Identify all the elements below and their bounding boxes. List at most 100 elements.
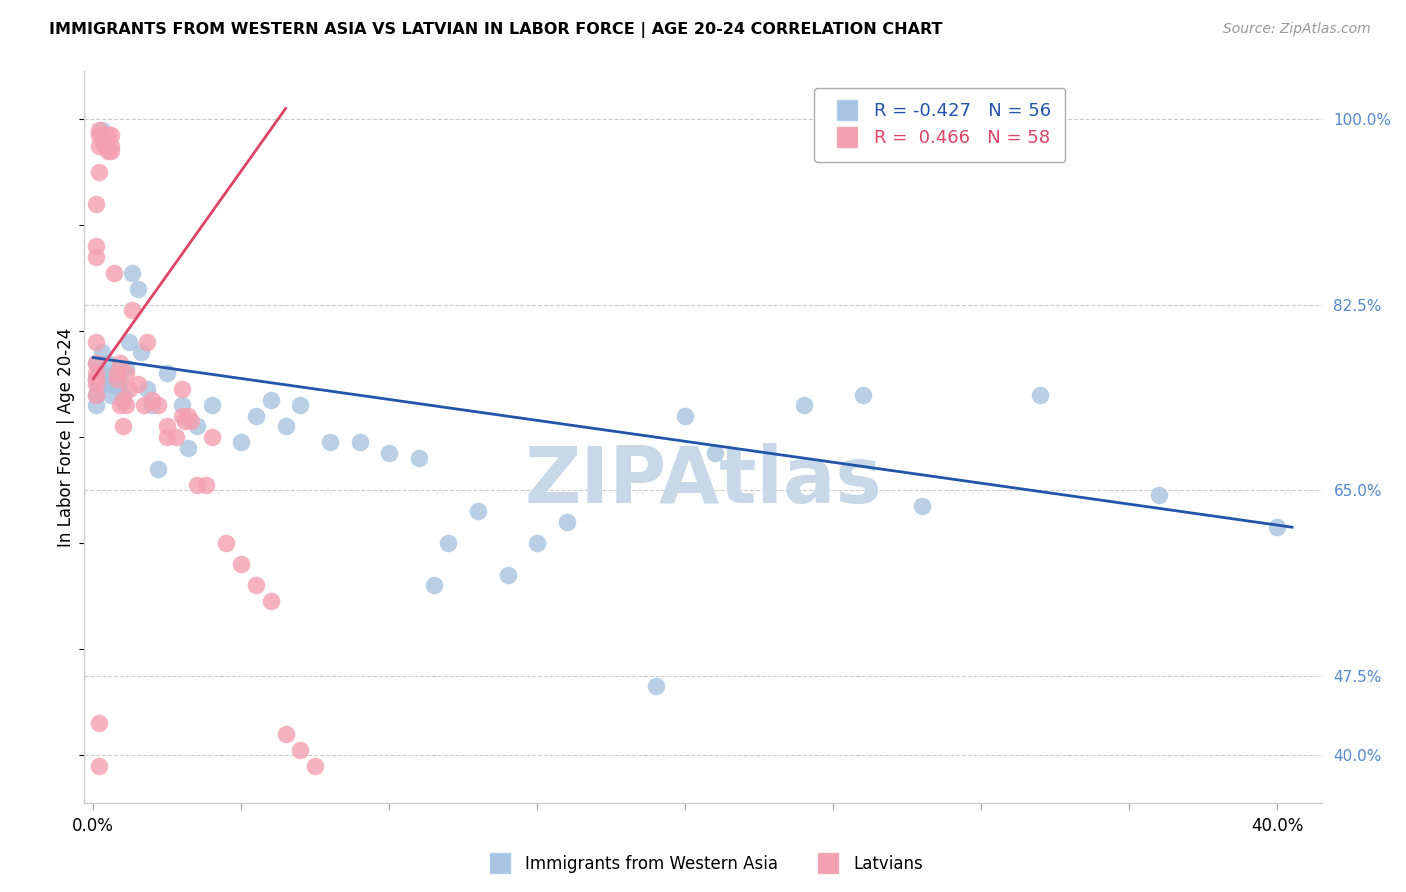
Point	[89, 128, 111, 142]
Point	[84, 387, 107, 401]
Point	[174, 414, 197, 428]
Point	[84, 372, 107, 386]
Point	[105, 372, 128, 386]
Point	[378, 446, 401, 460]
Point	[304, 758, 326, 772]
Point	[177, 441, 200, 455]
Point	[129, 345, 152, 359]
Point	[135, 334, 157, 349]
Point	[84, 372, 107, 386]
Point	[91, 345, 114, 359]
Point	[108, 398, 131, 412]
Point	[118, 334, 141, 349]
Point	[89, 367, 111, 381]
Point	[118, 383, 141, 397]
Point	[231, 558, 253, 572]
Point	[467, 504, 489, 518]
Point	[274, 419, 297, 434]
Point	[91, 128, 114, 142]
Point	[127, 377, 149, 392]
Point	[132, 398, 155, 412]
Text: ZIPAtlas: ZIPAtlas	[524, 443, 882, 519]
Point	[94, 138, 117, 153]
Point	[100, 144, 122, 158]
Point	[111, 392, 134, 407]
Point	[180, 414, 202, 428]
Point	[114, 398, 136, 412]
Point	[201, 430, 224, 444]
Point	[84, 356, 107, 370]
Point	[114, 367, 136, 381]
Point	[1147, 488, 1170, 502]
Point	[141, 392, 163, 407]
Point	[84, 356, 107, 370]
Point	[84, 367, 107, 381]
Point	[555, 515, 578, 529]
Point	[94, 133, 117, 147]
Point	[84, 334, 107, 349]
Point	[105, 367, 128, 381]
Point	[215, 536, 238, 550]
Point	[103, 367, 125, 381]
Point	[89, 716, 111, 731]
Point	[135, 383, 157, 397]
Point	[148, 398, 170, 412]
Point	[127, 282, 149, 296]
Point	[673, 409, 696, 423]
Point	[437, 536, 460, 550]
Point	[156, 367, 179, 381]
Point	[108, 356, 131, 370]
Point	[156, 419, 179, 434]
Point	[245, 409, 267, 423]
Point	[260, 594, 283, 608]
Point	[496, 567, 519, 582]
Point	[89, 138, 111, 153]
Point	[111, 419, 134, 434]
Point	[260, 392, 283, 407]
Point	[108, 377, 131, 392]
Point	[1029, 387, 1052, 401]
Point	[186, 477, 208, 491]
Point	[89, 377, 111, 392]
Point	[290, 398, 312, 412]
Point	[121, 266, 143, 280]
Point	[170, 383, 193, 397]
Point	[84, 250, 107, 264]
Point	[290, 743, 312, 757]
Point	[156, 430, 179, 444]
Point	[319, 435, 342, 450]
Point	[100, 128, 122, 142]
Point	[91, 377, 114, 392]
Point	[422, 578, 444, 592]
Point	[84, 197, 107, 211]
Point	[349, 435, 371, 450]
Point	[111, 387, 134, 401]
Point	[100, 387, 122, 401]
Point	[170, 398, 193, 412]
Point	[94, 367, 117, 381]
Point	[408, 451, 430, 466]
Legend: R = -0.427   N = 56, R =  0.466   N = 58: R = -0.427 N = 56, R = 0.466 N = 58	[814, 87, 1066, 161]
Point	[84, 398, 107, 412]
Point	[526, 536, 548, 550]
Point	[105, 379, 128, 393]
Text: Source: ZipAtlas.com: Source: ZipAtlas.com	[1223, 22, 1371, 37]
Point	[97, 144, 120, 158]
Point	[231, 435, 253, 450]
Point	[91, 133, 114, 147]
Point	[91, 122, 114, 136]
Point	[100, 377, 122, 392]
Point	[89, 165, 111, 179]
Text: IMMIGRANTS FROM WESTERN ASIA VS LATVIAN IN LABOR FORCE | AGE 20-24 CORRELATION C: IMMIGRANTS FROM WESTERN ASIA VS LATVIAN …	[49, 22, 942, 38]
Point	[84, 377, 107, 392]
Point	[170, 409, 193, 423]
Point	[89, 758, 111, 772]
Point	[84, 239, 107, 253]
Point	[141, 398, 163, 412]
Point	[84, 387, 107, 401]
Point	[194, 477, 217, 491]
Point	[703, 446, 725, 460]
Point	[793, 398, 815, 412]
Point	[911, 499, 934, 513]
Point	[245, 578, 267, 592]
